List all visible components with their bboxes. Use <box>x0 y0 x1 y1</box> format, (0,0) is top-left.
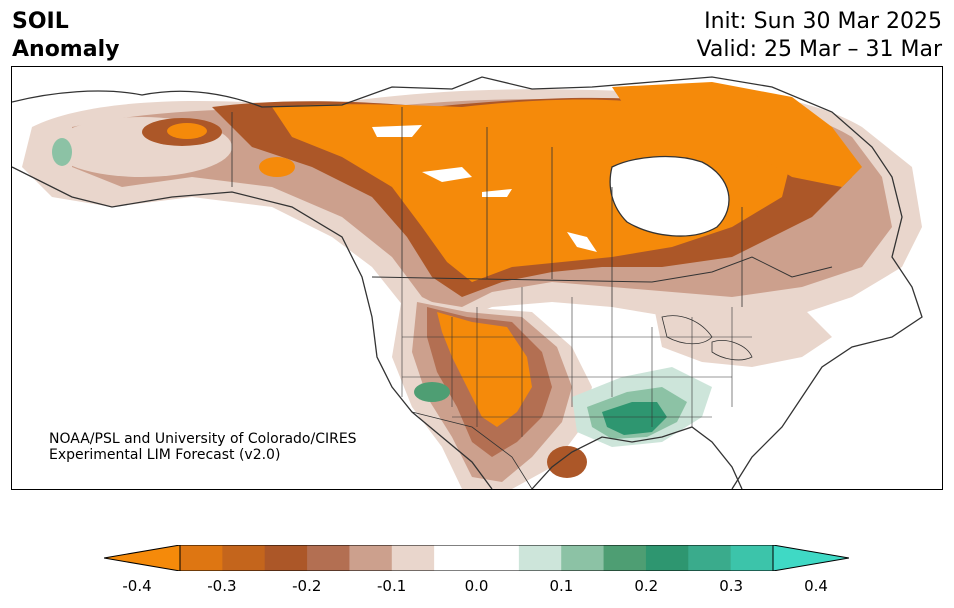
colorbar-left-arrow <box>104 545 181 571</box>
hudson-bay <box>610 156 729 237</box>
colorbar-segment <box>518 545 562 571</box>
map-title: SOIL Anomaly <box>12 8 119 64</box>
gulf-coastline <box>531 426 743 489</box>
north-america-coastline <box>12 76 923 489</box>
credit-text: NOAA/PSL and University of Colorado/CIRE… <box>49 431 357 463</box>
map-panel <box>11 66 943 490</box>
anomaly-fields <box>22 82 922 489</box>
anomaly-quebec-orange <box>612 82 862 187</box>
great-lakes <box>661 315 753 361</box>
colorbar-segment <box>180 545 223 571</box>
colorbar-tick-label: 0.4 <box>804 577 828 595</box>
colorbar-segment <box>645 545 689 571</box>
colorbar-tick-label: 0.2 <box>634 577 659 595</box>
anomaly-yukon-orange <box>259 157 295 177</box>
colorbar-segment <box>264 545 308 571</box>
anomaly-alaska-orange <box>167 123 207 139</box>
colorbar-right-arrow <box>772 545 849 571</box>
variable-label: SOIL <box>12 9 69 34</box>
colorbar-tick-label: 0.3 <box>719 577 744 595</box>
credit-line-2: Experimental LIM Forecast (v2.0) <box>49 447 281 463</box>
colorbar-segment <box>434 545 477 571</box>
anomaly-texas-brown <box>547 446 587 478</box>
colorbar <box>104 545 849 571</box>
colorbar-segment <box>688 545 732 571</box>
us-canada-border <box>371 256 833 283</box>
credit-line-1: NOAA/PSL and University of Colorado/CIRE… <box>49 431 357 447</box>
anomaly-northeast-light <box>652 297 832 367</box>
boundaries <box>12 76 923 489</box>
init-date: Init: Sun 30 Mar 2025 <box>704 9 942 34</box>
province-lines <box>231 107 743 307</box>
anomaly-label: Anomaly <box>12 37 120 62</box>
soil-anomaly-map <box>12 76 923 489</box>
colorbar-segment <box>307 545 350 571</box>
colorbar-frame <box>179 545 774 571</box>
anomaly-plains-orange <box>437 312 532 427</box>
colorbar-segment <box>603 545 647 571</box>
mexico-border <box>411 411 533 489</box>
colorbar-segment <box>730 545 774 571</box>
colorbar-segments <box>180 545 774 571</box>
colorbar-tick-label: -0.3 <box>207 577 237 595</box>
anomaly-southwest-green <box>414 382 450 402</box>
colorbar-tick-label: -0.2 <box>292 577 322 595</box>
colorbar-tick-label: 0.1 <box>549 577 574 595</box>
hudson-bay-coast <box>609 155 730 237</box>
colorbar-segment <box>561 545 605 571</box>
colorbar-tick-label: 0.0 <box>464 577 489 595</box>
anomaly-southeast-green-dark <box>602 402 667 435</box>
colorbar-tick-label: -0.1 <box>376 577 407 595</box>
valid-range: Valid: 25 Mar – 31 Mar <box>696 37 942 62</box>
state-lines <box>401 277 752 437</box>
forecast-dates: Init: Sun 30 Mar 2025 Valid: 25 Mar – 31… <box>697 8 942 64</box>
colorbar-tick-label: -0.4 <box>122 577 152 595</box>
west-coastline <box>12 166 493 489</box>
colorbar-segment <box>222 545 266 571</box>
anomaly-alaska-green <box>52 138 72 166</box>
lake-holes <box>372 125 597 252</box>
colorbar-segment <box>349 545 393 571</box>
colorbar-segment <box>476 545 520 571</box>
colorbar-segment <box>391 545 435 571</box>
